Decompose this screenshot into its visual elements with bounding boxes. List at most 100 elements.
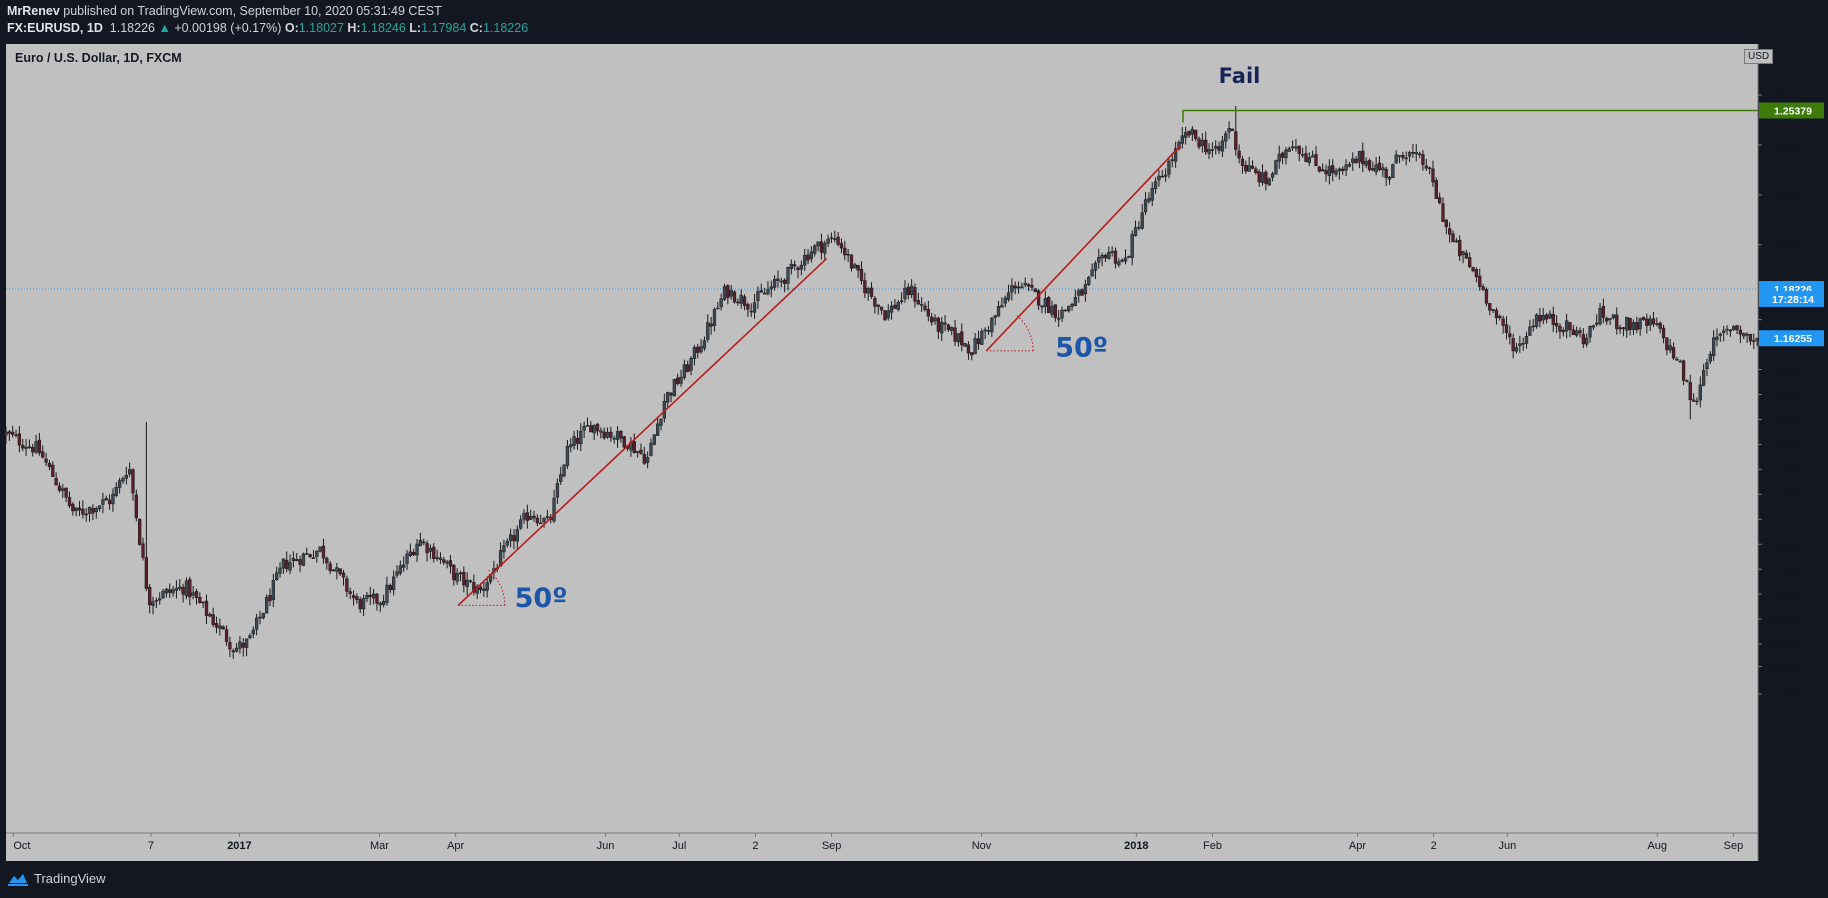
candle-body xyxy=(1103,254,1108,259)
candle xyxy=(1013,281,1017,295)
candle-body xyxy=(41,451,45,458)
candle-body xyxy=(181,586,185,595)
candle xyxy=(849,253,854,272)
symbol-label[interactable]: FX:EURUSD, 1D xyxy=(7,21,103,35)
candle-body xyxy=(1598,307,1602,325)
candle-body xyxy=(983,329,987,332)
candle xyxy=(813,244,817,257)
high-value: 1.18246 xyxy=(360,21,406,35)
candle-body xyxy=(679,376,683,384)
candle xyxy=(1484,287,1489,307)
candle xyxy=(1401,151,1405,161)
candle-body xyxy=(1661,327,1666,339)
candle-body xyxy=(612,438,616,440)
candle xyxy=(345,575,349,598)
candle-body xyxy=(1107,251,1111,259)
candle-body xyxy=(1588,326,1592,338)
candle-body xyxy=(923,305,927,311)
candle xyxy=(1561,327,1565,337)
candle-body xyxy=(131,469,135,494)
candle xyxy=(1755,337,1759,347)
candle xyxy=(696,343,700,359)
candle xyxy=(1160,170,1164,178)
candle xyxy=(308,553,312,559)
candle xyxy=(325,556,329,570)
candle xyxy=(960,323,964,352)
candle-body xyxy=(432,546,436,559)
candle-body xyxy=(1257,171,1261,183)
candle xyxy=(1732,324,1736,331)
candle xyxy=(669,392,673,403)
candle-body xyxy=(425,543,429,554)
candle xyxy=(1093,260,1098,280)
currency-label[interactable]: USD xyxy=(1744,49,1774,64)
candle-body xyxy=(158,598,162,601)
candle xyxy=(1150,182,1154,207)
candle xyxy=(869,282,874,299)
candle-body xyxy=(1742,332,1746,337)
candle-body xyxy=(736,301,740,304)
candle xyxy=(1595,314,1599,327)
candle-body xyxy=(1448,228,1452,235)
high-label: H: xyxy=(347,21,361,35)
candle xyxy=(976,330,981,350)
candle xyxy=(1043,290,1047,314)
candle-body xyxy=(1508,333,1512,338)
candle xyxy=(321,538,326,564)
candle-body xyxy=(793,264,797,267)
candle-body xyxy=(1207,148,1211,154)
candle xyxy=(940,317,944,341)
candle xyxy=(799,260,804,276)
candle-body xyxy=(308,554,312,558)
candle-body xyxy=(726,285,730,298)
candle-body xyxy=(1615,314,1619,329)
candle xyxy=(1611,314,1616,320)
candle-body xyxy=(1431,168,1435,183)
candle xyxy=(539,514,543,525)
candle xyxy=(996,300,1001,317)
candle-body xyxy=(44,458,48,463)
candle-body xyxy=(1578,330,1582,334)
candle-body xyxy=(1033,288,1037,293)
candle xyxy=(1695,397,1699,406)
candle-body xyxy=(1725,328,1729,331)
candle-body xyxy=(1391,164,1395,178)
candle xyxy=(425,540,429,562)
price-badge-bg xyxy=(1759,330,1824,347)
candle xyxy=(1504,316,1509,340)
candle-body xyxy=(1501,318,1505,326)
candle xyxy=(375,592,379,611)
candle xyxy=(1133,220,1138,237)
candle xyxy=(1708,351,1712,365)
drawings[interactable]: 50º 50º Fail xyxy=(457,64,1758,614)
tradingview-logo-icon[interactable] xyxy=(7,871,29,887)
candle-body xyxy=(786,267,790,284)
candle-body xyxy=(836,236,840,245)
candle xyxy=(769,280,773,298)
candle xyxy=(1625,316,1629,338)
candle-body xyxy=(318,546,322,552)
candle xyxy=(1220,135,1225,158)
candle xyxy=(886,304,890,321)
author-name[interactable]: MrRenev xyxy=(7,4,60,18)
candle xyxy=(1264,170,1268,191)
candle-body xyxy=(1217,146,1221,151)
candle xyxy=(1194,129,1198,142)
candle-body xyxy=(876,304,880,307)
candle-body xyxy=(1080,289,1084,296)
footer-brand[interactable]: TradingView xyxy=(34,871,106,886)
candle xyxy=(101,492,105,514)
candle xyxy=(462,566,466,593)
candle xyxy=(398,560,402,576)
candle-body xyxy=(1671,346,1676,359)
candle xyxy=(1341,166,1345,175)
candle-body xyxy=(823,243,827,254)
candle-body xyxy=(418,539,423,547)
candle xyxy=(111,488,115,512)
candle xyxy=(134,489,138,522)
candle xyxy=(1417,151,1422,159)
candle-body xyxy=(1344,164,1348,171)
candle-body xyxy=(896,301,900,310)
candle-body xyxy=(813,245,817,254)
